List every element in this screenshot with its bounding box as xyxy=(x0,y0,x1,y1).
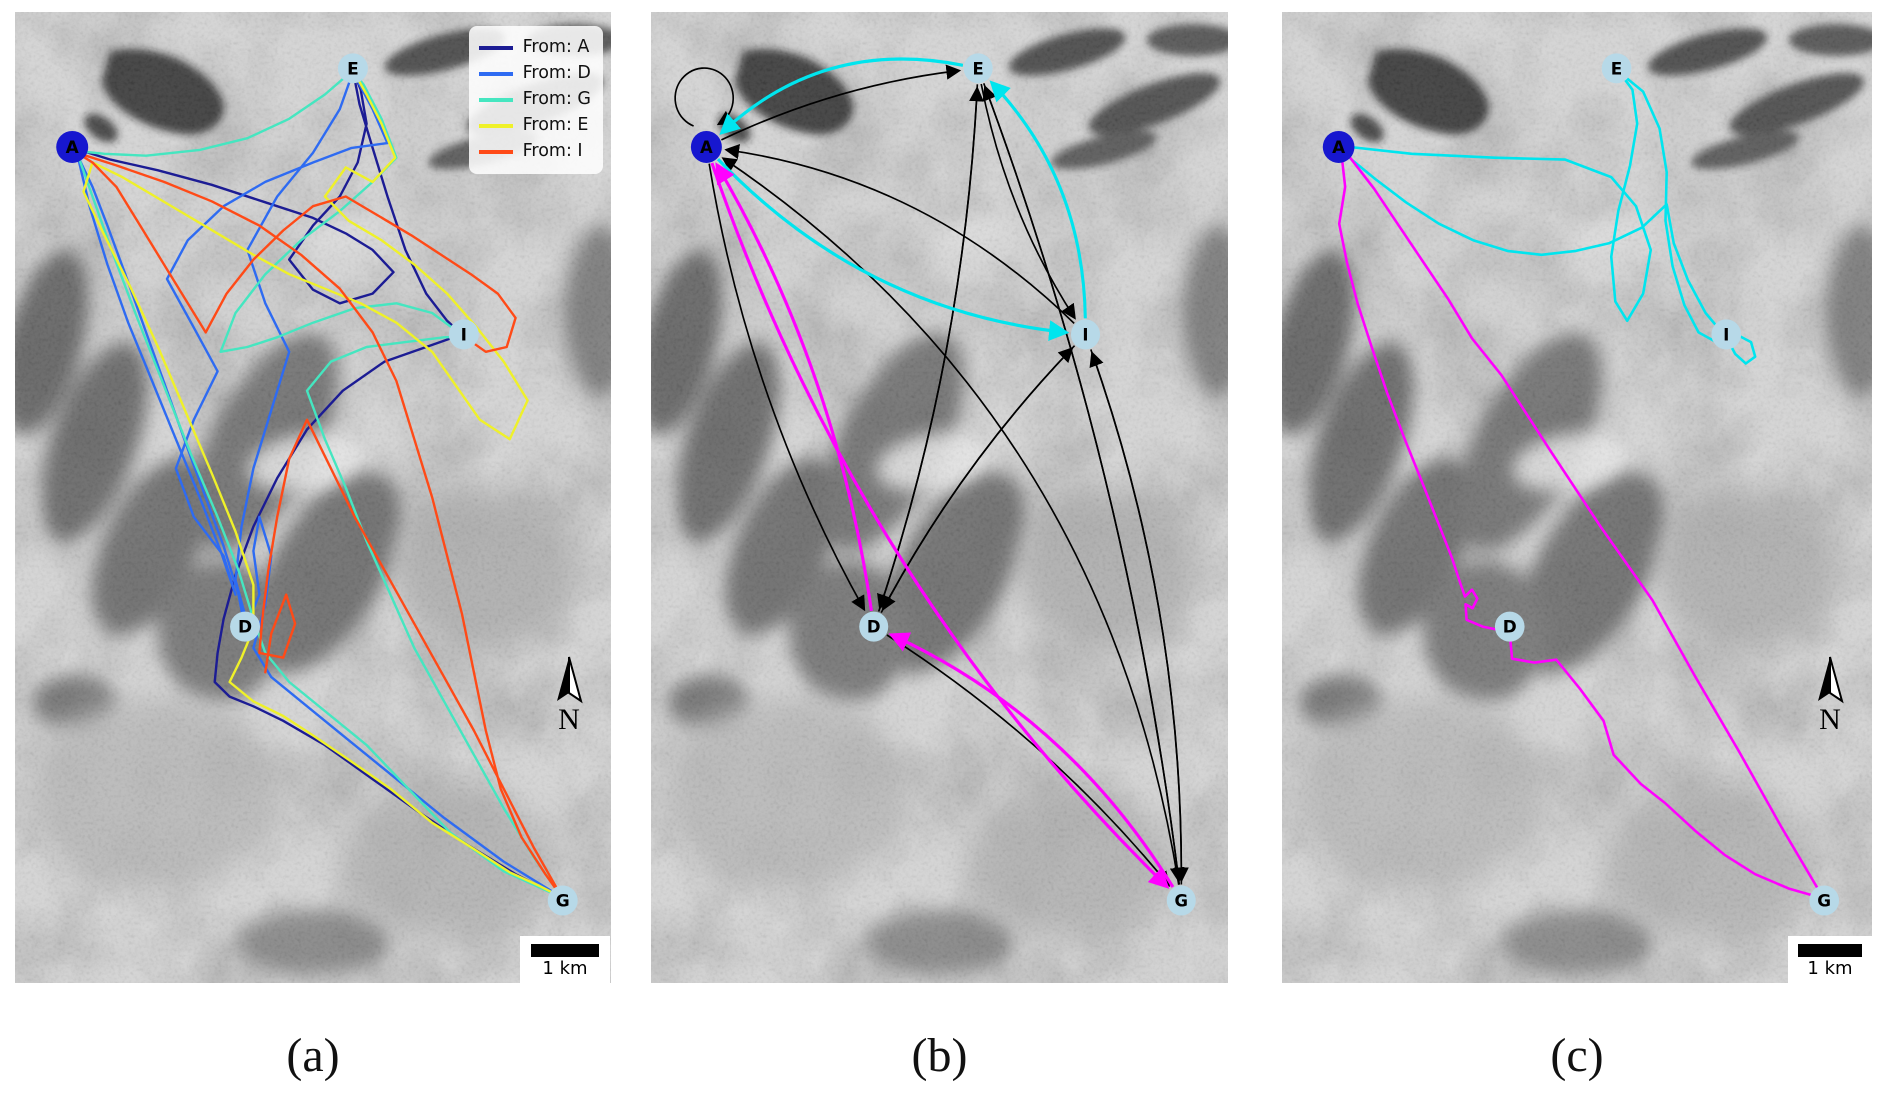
edge-A-to-G xyxy=(710,162,1170,889)
satellite-basemap xyxy=(1282,12,1872,983)
node-label-I: I xyxy=(461,325,467,345)
legend-row-0: From: A xyxy=(478,35,591,61)
edge-I-to-A xyxy=(724,143,1075,325)
north-arrow-label: N xyxy=(1819,703,1841,736)
node-D xyxy=(859,611,889,642)
edge-I-to-G xyxy=(1090,349,1189,883)
legend-label: From: G xyxy=(522,89,591,110)
panel-c-map-svg: A E I D G xyxy=(1282,12,1872,983)
caption-b: (b) xyxy=(911,1029,968,1082)
node-layer: A E I D G xyxy=(690,53,1196,916)
edge-E-to-I xyxy=(980,83,1076,320)
edge-A-to-I xyxy=(716,157,1070,341)
scale-bar-rule xyxy=(1798,943,1862,957)
node-label-G: G xyxy=(1817,890,1831,910)
legend-line-swatch xyxy=(478,98,513,102)
node-A xyxy=(690,130,722,163)
node-label-A: A xyxy=(1332,137,1345,157)
node-label-A: A xyxy=(66,138,80,158)
node-label-G: G xyxy=(556,891,570,911)
node-G xyxy=(1809,885,1840,916)
node-label-G: G xyxy=(1175,890,1189,910)
north-arrow: N xyxy=(556,656,582,736)
node-label-I: I xyxy=(1723,324,1729,344)
legend-label: From: E xyxy=(522,115,589,136)
satellite-basemap xyxy=(651,12,1228,983)
edge-G-to-A xyxy=(721,157,1180,885)
legend-row-2: From: G xyxy=(478,87,591,113)
legend: From: A From: D From: G From: E From: I xyxy=(468,26,603,174)
trajectory-from-D xyxy=(76,71,564,899)
legend-label: From: A xyxy=(522,37,590,58)
node-layer: A E I D G xyxy=(56,53,578,916)
node-G xyxy=(547,885,578,916)
trajectory-route-A-D-G xyxy=(1337,147,1825,900)
node-layer: A E I D G xyxy=(1322,53,1840,916)
edge-E-to-D xyxy=(877,84,979,610)
node-A xyxy=(1322,130,1355,163)
node-E xyxy=(337,53,368,84)
caption-a: (a) xyxy=(286,1029,340,1082)
node-D xyxy=(1494,611,1525,642)
legend-row-3: From: E xyxy=(478,113,591,139)
legend-label: From: I xyxy=(522,141,583,162)
node-I xyxy=(448,319,479,350)
edge-A-to-A xyxy=(674,67,735,127)
node-label-E: E xyxy=(973,58,984,78)
node-G xyxy=(1166,885,1196,916)
trajectory-from-I xyxy=(75,151,564,899)
scale-bar-label: 1 km xyxy=(1807,957,1853,979)
panel-b-map-svg: A E I D G xyxy=(651,12,1228,983)
node-A xyxy=(56,130,89,163)
trajectory-route-A-E-I xyxy=(1339,70,1757,365)
trajectory-layer xyxy=(1337,70,1825,900)
edge-D-to-A xyxy=(715,162,873,612)
node-label-E: E xyxy=(347,59,359,79)
node-D xyxy=(230,611,261,642)
scale-bar: 1 km xyxy=(1788,936,1872,983)
legend-line-swatch xyxy=(478,124,513,128)
edge-D-to-I xyxy=(880,346,1074,614)
node-label-E: E xyxy=(1611,58,1623,78)
scale-bar-rule xyxy=(530,943,600,957)
north-arrow: N xyxy=(1817,656,1843,736)
node-label-D: D xyxy=(1503,617,1517,637)
caption-c: (c) xyxy=(1550,1029,1604,1082)
node-I xyxy=(1070,319,1101,350)
scale-bar-label: 1 km xyxy=(542,957,588,979)
trajectory-from-A xyxy=(71,69,564,899)
edge-E-to-A xyxy=(719,57,964,135)
legend-row-4: From: I xyxy=(478,139,591,165)
edge-G-to-D xyxy=(888,632,1175,888)
node-label-I: I xyxy=(1082,324,1088,344)
scale-bar: 1 km xyxy=(520,936,610,983)
panel-b-transition-graph: A E I D G xyxy=(651,12,1228,983)
edge-A-to-E xyxy=(721,64,962,141)
panel-a-map-svg: A E I D G xyxy=(15,12,611,983)
trajectory-layer xyxy=(71,69,564,899)
node-E xyxy=(1601,53,1632,84)
node-E xyxy=(963,53,993,84)
trajectory-from-E xyxy=(82,69,564,899)
edge-E-to-G xyxy=(982,82,1185,883)
edge-A-to-D xyxy=(708,163,866,612)
node-I xyxy=(1711,319,1742,350)
graph-edge-layer xyxy=(674,57,1189,889)
node-label-D: D xyxy=(867,616,881,636)
legend-line-swatch xyxy=(478,150,513,154)
node-label-D: D xyxy=(238,618,252,638)
node-label-A: A xyxy=(700,137,713,157)
legend-label: From: D xyxy=(522,63,591,84)
legend-line-swatch xyxy=(478,72,513,76)
edge-I-to-E xyxy=(989,80,1087,319)
north-arrow-label: N xyxy=(558,703,580,736)
legend-line-swatch xyxy=(478,46,513,50)
legend-row-1: From: D xyxy=(478,61,591,87)
panel-c-selected-routes-map: A E I D G N 1 km xyxy=(1282,12,1872,983)
